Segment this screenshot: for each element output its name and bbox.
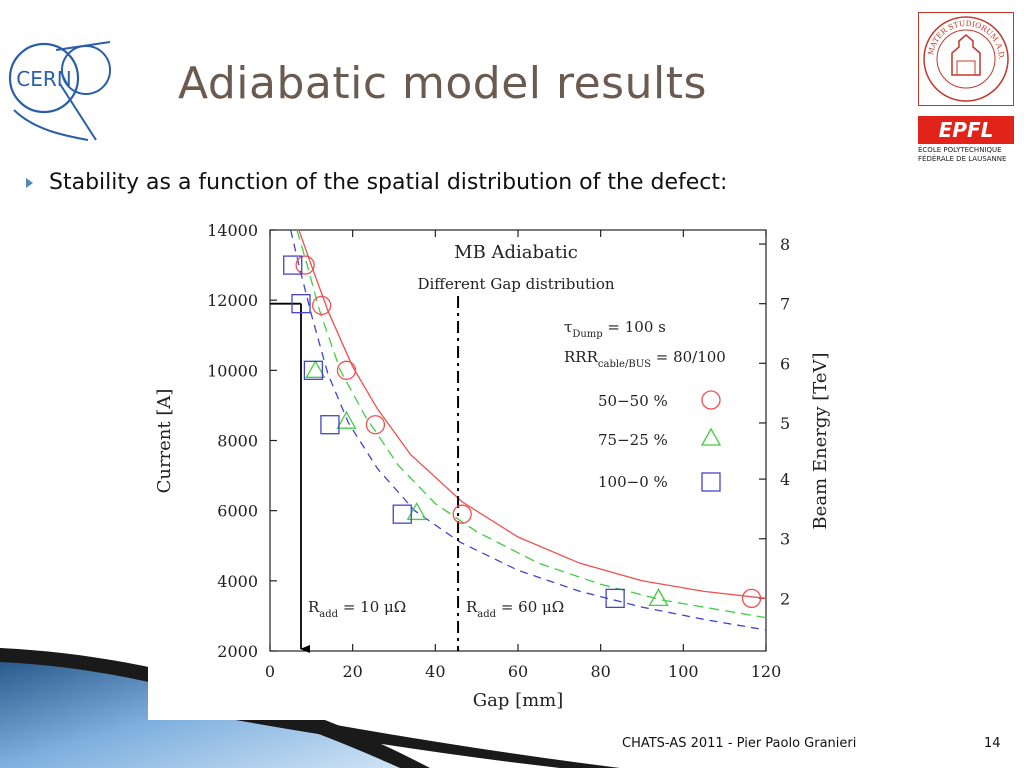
cern-logo: CERN — [8, 41, 111, 141]
fit-curves — [290, 229, 767, 631]
bullet-text: Stability as a function of the spatial d… — [49, 170, 728, 195]
university-seal-logo: ALMA MATER STUDIORUM A.D. 1088 — [915, 6, 1014, 106]
page-number: 14 — [984, 736, 1001, 751]
fit-curve-circle — [298, 229, 767, 600]
legend-label-100-0: 100−0 % — [598, 473, 668, 491]
footer-text: CHATS-AS 2011 - Pier Paolo Granieri — [622, 736, 857, 751]
legend-marker-circle — [701, 390, 721, 410]
y-tick-label: 6000 — [217, 502, 258, 521]
data-point-circle — [312, 295, 332, 316]
y2-tick-label: 8 — [780, 235, 790, 254]
y2-axis-label: Beam Energy [TeV] — [810, 352, 831, 529]
fit-curve-square — [290, 229, 767, 631]
data-point-square — [392, 504, 412, 524]
y-axis-label: Current [A] — [154, 389, 175, 494]
y-tick-label: 14000 — [207, 221, 258, 240]
bullet-arrow-icon — [26, 177, 33, 188]
data-point-circle — [452, 504, 472, 524]
x-tick-label: 20 — [342, 662, 362, 681]
y-tick-label: 4000 — [217, 572, 258, 591]
x-tick-label: 80 — [590, 662, 610, 681]
data-markers — [283, 255, 762, 609]
data-point-circle — [295, 255, 315, 275]
data-point-circle — [336, 360, 357, 380]
y2-tick-label: 2 — [780, 589, 790, 608]
data-point-triangle — [406, 502, 427, 521]
y2-tick-label: 7 — [780, 295, 790, 314]
y-tick-label: 10000 — [207, 361, 258, 380]
legend-marker-triangle — [700, 427, 722, 446]
chart-title: MB Adiabatic — [454, 242, 578, 263]
legend-label-75-25: 75−25 % — [598, 431, 668, 449]
fit-curve-triangle — [296, 229, 767, 619]
data-point-square — [291, 294, 311, 314]
legend-markers — [700, 390, 722, 492]
data-point-square — [605, 588, 625, 609]
x-tick-label: 40 — [425, 662, 445, 681]
data-point-triangle — [305, 360, 326, 378]
x-axis-ticks: 0 20 40 60 80 100 120 — [265, 230, 781, 681]
x-tick-label: 120 — [751, 662, 782, 681]
y2-tick-label: 6 — [780, 354, 790, 373]
x-tick-label: 60 — [508, 662, 528, 681]
x-tick-label: 100 — [668, 662, 699, 681]
data-point-circle — [365, 415, 386, 435]
chart-subtitle: Different Gap distribution — [417, 275, 614, 293]
chart-panel — [148, 212, 804, 720]
bullet-point: Stability as a function of the spatial d… — [26, 170, 727, 195]
epfl-logo-wordmark: EPFL — [918, 116, 1014, 144]
y-tick-label: 2000 — [217, 642, 258, 661]
guide-lines — [270, 296, 460, 653]
data-point-square — [320, 415, 340, 435]
y2-axis-ticks: 2 3 4 5 6 7 8 — [759, 235, 790, 608]
y2-tick-label: 4 — [780, 470, 790, 489]
epfl-logo: EPFL ÉCOLE POLYTECHNIQUE FÉDÉRALE DE LAU… — [918, 116, 1016, 164]
data-point-triangle — [336, 410, 357, 429]
data-point-square — [283, 255, 303, 275]
legend-marker-square — [701, 472, 721, 492]
y-tick-label: 8000 — [217, 432, 258, 451]
y-tick-label: 12000 — [207, 291, 258, 310]
x-axis-label: Gap [mm] — [473, 690, 564, 711]
param-rrr: RRRcable/BUS = 80/100 — [564, 348, 726, 370]
data-point-square — [303, 360, 324, 380]
param-tau-dump: τDump = 100 s — [564, 318, 666, 340]
data-point-circle — [741, 588, 762, 609]
y2-tick-label: 5 — [780, 414, 790, 433]
annotation-radd-60: Radd = 60 μΩ — [466, 598, 564, 620]
epfl-logo-subtitle: ÉCOLE POLYTECHNIQUE FÉDÉRALE DE LAUSANNE — [918, 146, 1007, 163]
x-tick-label: 0 — [265, 662, 275, 681]
data-point-triangle — [648, 588, 669, 607]
plot-frame — [269, 229, 767, 652]
y2-tick-label: 3 — [780, 530, 790, 549]
cern-logo-text: CERN — [16, 67, 71, 91]
slide-title: Adiabatic model results — [178, 58, 707, 109]
legend-label-50-50: 50−50 % — [598, 392, 668, 410]
y-axis-ticks: 2000 4000 6000 8000 10000 12000 14000 — [207, 221, 277, 661]
annotation-radd-10: Radd = 10 μΩ — [308, 598, 406, 620]
